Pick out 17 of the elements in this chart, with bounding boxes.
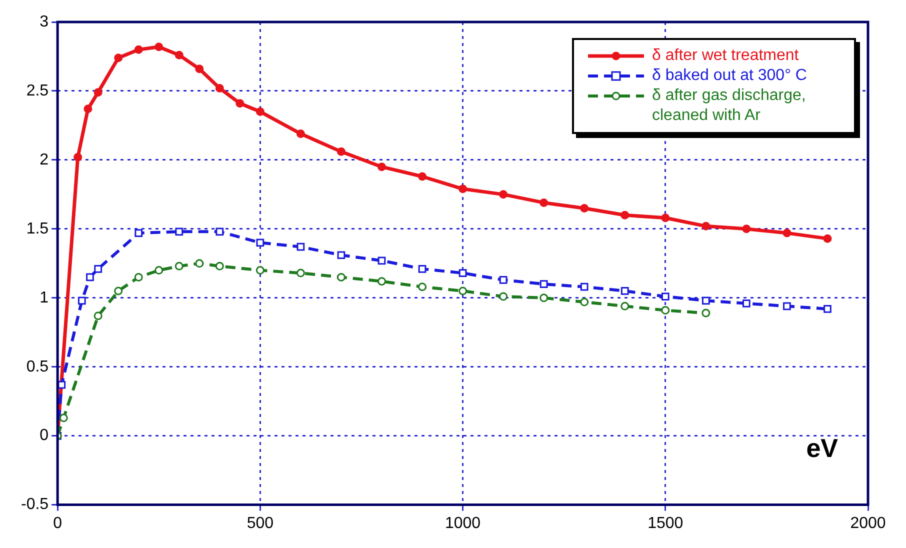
y-tick-label: 2.5 xyxy=(26,82,49,100)
y-tick-label: 1 xyxy=(40,289,49,306)
x-tick-label: 2000 xyxy=(850,514,886,532)
y-tick-label: 1.5 xyxy=(26,220,49,238)
y-tick-label: 0.5 xyxy=(26,358,49,376)
y-tick-label: 0 xyxy=(40,427,49,444)
legend-label: δ after wet treatment xyxy=(652,46,799,66)
x-tick-label: 500 xyxy=(246,514,274,532)
x-axis-title: eV xyxy=(806,432,838,464)
x-tick-label: 0 xyxy=(53,514,62,532)
y-tick-label: 2 xyxy=(40,151,49,168)
x-tick-label: 1000 xyxy=(444,514,481,532)
x-tick-label: 1500 xyxy=(648,514,684,532)
y-tick-label: 3 xyxy=(40,13,49,30)
legend-label: δ after gas discharge, cleaned with Ar xyxy=(652,86,807,126)
legend-label: δ baked out at 300° C xyxy=(652,66,807,86)
y-tick-label: -0.5 xyxy=(20,496,49,514)
